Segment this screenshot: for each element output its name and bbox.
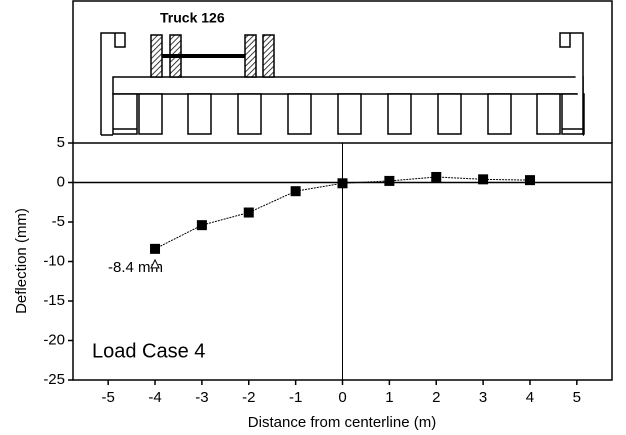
x-tick-label: -3	[195, 389, 208, 406]
x-tick-label: 0	[338, 389, 346, 406]
data-point	[243, 207, 254, 218]
data-point	[196, 220, 207, 231]
annotation: -8.4 mm	[108, 259, 163, 276]
y-axis-title: Deflection (mm)	[13, 208, 30, 314]
y-tick-label: -20	[43, 331, 65, 348]
chart-title: Truck 126	[160, 10, 225, 26]
y-tick-label: 5	[57, 134, 65, 151]
x-tick-label: 5	[573, 389, 581, 406]
data-point	[384, 175, 395, 186]
series-line	[154, 176, 530, 250]
y-tick-label: -5	[52, 213, 65, 230]
x-tick-label: -1	[289, 389, 302, 406]
x-tick-label: 2	[432, 389, 440, 406]
data-point	[524, 175, 535, 186]
data-point	[150, 243, 161, 254]
data-point	[431, 171, 442, 182]
y-tick-label: -25	[43, 371, 65, 388]
x-tick-label: -2	[242, 389, 255, 406]
x-tick-label: 1	[385, 389, 393, 406]
x-tick-label: -4	[148, 389, 161, 406]
annotation: Load Case 4	[92, 340, 205, 362]
x-tick-label: 3	[479, 389, 487, 406]
y-tick-label: -15	[43, 292, 65, 309]
annotation-marker	[150, 258, 160, 269]
data-point	[290, 186, 301, 197]
bridge-diagram	[72, 0, 613, 143]
x-tick-label: -5	[101, 389, 114, 406]
y-tick-label: -10	[43, 252, 65, 269]
data-point	[337, 178, 348, 189]
x-axis-title: Distance from centerline (m)	[248, 414, 436, 431]
data-point	[478, 174, 489, 185]
y-tick-label: 0	[57, 173, 65, 190]
x-tick-label: 4	[526, 389, 534, 406]
